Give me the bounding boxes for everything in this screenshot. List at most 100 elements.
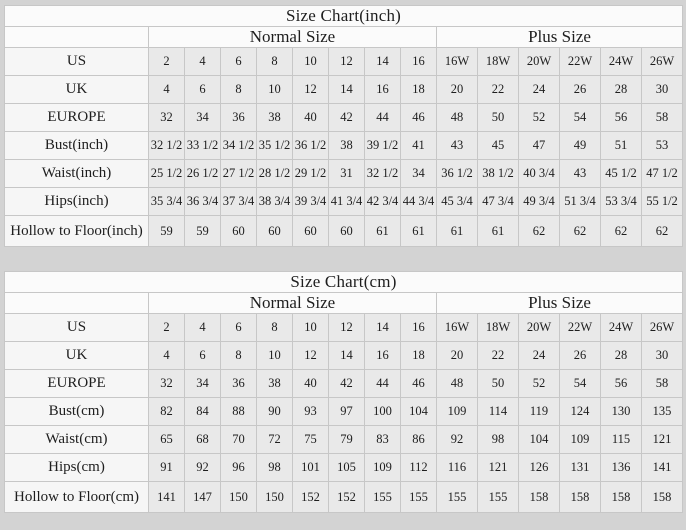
row-label: EUROPE (4, 369, 149, 398)
data-cell: 56 (600, 369, 642, 398)
data-cell: 93 (292, 397, 329, 426)
data-cell: 10 (256, 75, 293, 104)
data-cell: 34 (184, 103, 221, 132)
data-cell: 61 (436, 215, 478, 247)
table-row: US 2 4 6 8 10 12 14 16 16W 18W 20W 22W 24W 26W (4, 47, 683, 76)
data-cell: 158 (600, 481, 642, 513)
row-label: Bust(inch) (4, 131, 149, 160)
data-cell: 46 (400, 369, 437, 398)
row-label: Hollow to Floor(cm) (4, 481, 149, 513)
data-cell: 4 (148, 75, 185, 104)
data-cell: 41 (400, 131, 437, 160)
data-cell: 20W (518, 47, 560, 76)
group-header-row: Normal Size Plus Size (4, 26, 683, 48)
data-cell: 58 (641, 369, 683, 398)
data-cell: 14 (364, 313, 401, 342)
data-cell: 147 (184, 481, 221, 513)
data-cell: 51 3/4 (559, 187, 601, 216)
data-cell: 47 3/4 (477, 187, 519, 216)
data-cell: 36 (220, 103, 257, 132)
size-group-header: Normal Size (148, 292, 437, 314)
data-cell: 100 (364, 397, 401, 426)
data-cell: 62 (600, 215, 642, 247)
data-cell: 59 (148, 215, 185, 247)
data-cell: 131 (559, 453, 601, 482)
data-cell: 152 (292, 481, 329, 513)
corner-cell (4, 292, 149, 314)
table-row: Hips(cm) 91 92 96 98 101 105 109 112 116 121 126 131… (4, 453, 683, 482)
data-cell: 28 1/2 (256, 159, 293, 188)
data-cell: 18W (477, 313, 519, 342)
data-cell: 91 (148, 453, 185, 482)
data-cell: 44 3/4 (400, 187, 437, 216)
data-cell: 97 (328, 397, 365, 426)
data-cell: 14 (328, 75, 365, 104)
data-cell: 12 (292, 75, 329, 104)
row-label: Waist(inch) (4, 159, 149, 188)
data-cell: 2 (148, 313, 185, 342)
data-cell: 61 (477, 215, 519, 247)
data-cell: 24 (518, 75, 560, 104)
data-cell: 42 (328, 369, 365, 398)
row-label: UK (4, 75, 149, 104)
data-cell: 52 (518, 103, 560, 132)
data-cell: 60 (328, 215, 365, 247)
data-cell: 33 1/2 (184, 131, 221, 160)
data-cell: 45 3/4 (436, 187, 478, 216)
data-cell: 10 (256, 341, 293, 370)
data-cell: 59 (184, 215, 221, 247)
table-row: EUROPE 32 34 36 38 40 42 44 46 48 50 52 54 56 58 (4, 103, 683, 132)
data-cell: 34 (400, 159, 437, 188)
data-cell: 109 (364, 453, 401, 482)
data-cell: 38 (256, 103, 293, 132)
data-cell: 16 (400, 47, 437, 76)
data-cell: 45 (477, 131, 519, 160)
data-cell: 25 1/2 (148, 159, 185, 188)
table-row: Waist(cm) 65 68 70 72 75 79 83 86 92 98 104 109 115 12… (4, 425, 683, 454)
data-cell: 45 1/2 (600, 159, 642, 188)
data-cell: 114 (477, 397, 519, 426)
data-cell: 155 (400, 481, 437, 513)
data-cell: 141 (641, 453, 683, 482)
row-label: UK (4, 341, 149, 370)
data-cell: 16W (436, 47, 478, 76)
data-cell: 88 (220, 397, 257, 426)
data-cell: 158 (559, 481, 601, 513)
data-cell: 32 (148, 103, 185, 132)
data-cell: 35 1/2 (256, 131, 293, 160)
data-cell: 6 (184, 75, 221, 104)
data-cell: 136 (600, 453, 642, 482)
data-cell: 42 (328, 103, 365, 132)
table-title: Size Chart(cm) (4, 271, 683, 293)
row-label: US (4, 47, 149, 76)
data-cell: 52 (518, 369, 560, 398)
data-cell: 26 (559, 341, 601, 370)
data-cell: 92 (436, 425, 478, 454)
data-cell: 36 3/4 (184, 187, 221, 216)
data-cell: 4 (184, 313, 221, 342)
data-cell: 98 (477, 425, 519, 454)
table-row: Hips(inch) 35 3/4 36 3/4 37 3/4 38 3/4 39 3/4… (4, 187, 683, 216)
data-cell: 68 (184, 425, 221, 454)
data-cell: 4 (148, 341, 185, 370)
data-cell: 126 (518, 453, 560, 482)
data-cell: 22W (559, 47, 601, 76)
data-cell: 121 (641, 425, 683, 454)
corner-cell (4, 26, 149, 48)
data-cell: 39 1/2 (364, 131, 401, 160)
table-row: EUROPE 32 34 36 38 40 42 44 46 48 50 52 54 56 58 (4, 369, 683, 398)
data-cell: 61 (400, 215, 437, 247)
data-cell: 44 (364, 103, 401, 132)
data-cell: 18 (400, 75, 437, 104)
data-cell: 104 (400, 397, 437, 426)
data-cell: 155 (477, 481, 519, 513)
data-cell: 27 1/2 (220, 159, 257, 188)
data-cell: 28 (600, 75, 642, 104)
data-cell: 38 (256, 369, 293, 398)
data-cell: 46 (400, 103, 437, 132)
data-cell: 10 (292, 313, 329, 342)
data-cell: 47 (518, 131, 560, 160)
data-cell: 24W (600, 47, 642, 76)
data-cell: 20 (436, 341, 478, 370)
data-cell: 22 (477, 75, 519, 104)
